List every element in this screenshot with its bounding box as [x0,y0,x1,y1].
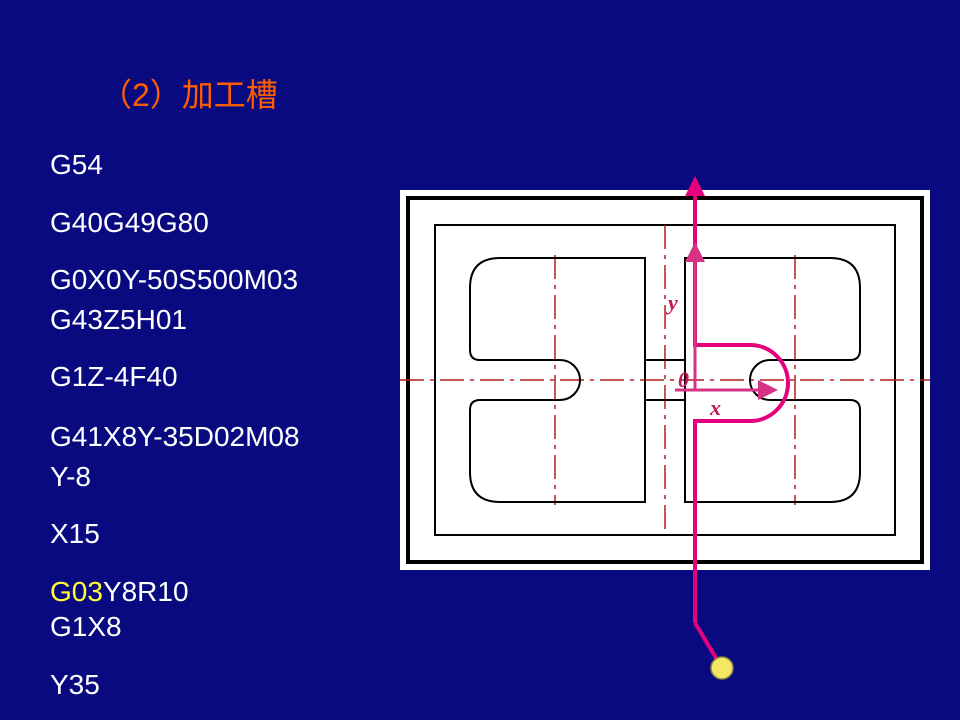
diagram-svg: y x 0 [400,190,930,570]
gcode-line: G54 [50,148,300,182]
gcode-line: G1Z-4F40 [50,360,300,394]
start-point-icon [711,657,733,679]
y-axis-arrowhead [685,242,705,262]
slide: （2）加工槽 G54 G40G49G80 G0X0Y-50S500M03 G43Z5H… [0,0,960,720]
x-axis-arrowhead [758,380,778,400]
y-label: y [665,290,678,315]
gcode-listing: G54 G40G49G80 G0X0Y-50S500M03 G43Z5H01 G1Z-4… [50,130,300,702]
section-title: （2）加工槽 [100,70,278,116]
gcode-line: G1X8 [50,610,300,644]
gcode-line: G03Y8R10 [50,575,300,609]
gcode-line: X15 [50,517,300,551]
origin-label: 0 [678,367,689,392]
gcode-line: G0X0Y-50S500M03 [50,263,300,297]
toolpath-diagram: y x 0 [400,190,930,570]
gcode-line: G40G49G80 [50,206,300,240]
gcode-line: G41X8Y-35D02M08 [50,420,300,454]
gcode-line: G43Z5H01 [50,303,300,337]
gcode-line: Y-8 [50,460,300,494]
gcode-g03: G03 [50,576,103,607]
x-label: x [709,395,721,420]
toolpath-arrowhead [685,176,705,196]
gcode-line: Y35 [50,668,300,702]
toolpath [695,180,788,623]
